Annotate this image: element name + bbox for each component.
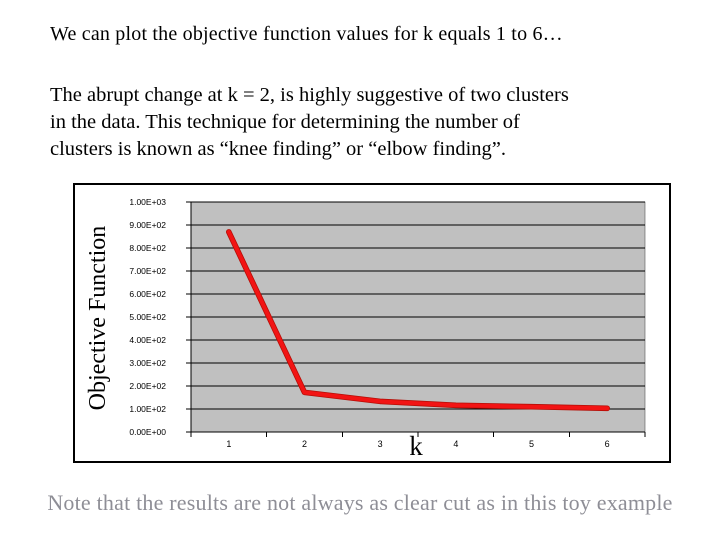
slide-title: We can plot the objective function value…: [50, 23, 563, 45]
x-axis-title: k: [409, 431, 423, 461]
y-tick-label: 5.00E+02: [129, 312, 166, 322]
x-tick-label: 4: [453, 439, 459, 449]
x-tick-label: 6: [604, 439, 610, 449]
objective-function-chart: 1.00E+03 9.00E+02 8.00E+02 7.00E+02 6.00E+02…: [73, 183, 671, 463]
y-tick-label: 8.00E+02: [129, 243, 166, 253]
y-tick-label: 9.00E+02: [129, 220, 166, 230]
y-tick-label: 1.00E+03: [129, 197, 166, 207]
body-line-2: in the data. This technique for determin…: [50, 111, 520, 133]
slide-footnote: Note that the results are not always as …: [47, 490, 673, 515]
y-tick-label: 6.00E+02: [129, 289, 166, 299]
y-tick-label: 1.00E+02: [129, 404, 166, 414]
y-tick-label: 0.00E+00: [129, 427, 166, 437]
y-tick-label: 7.00E+02: [129, 266, 166, 276]
x-tick-label: 3: [377, 439, 383, 449]
body-line-1: The abrupt change at k = 2, is highly su…: [50, 84, 569, 106]
chart-inner: 1.00E+03 9.00E+02 8.00E+02 7.00E+02 6.00E+02…: [75, 185, 669, 461]
chart-svg: [186, 201, 646, 437]
y-tick-label: 3.00E+02: [129, 358, 166, 368]
y-tick-label: 2.00E+02: [129, 381, 166, 391]
slide-body: The abrupt change at k = 2, is highly su…: [50, 82, 690, 163]
y-axis-title: Objective Function: [85, 225, 111, 411]
x-tick-label: 1: [226, 439, 232, 449]
body-line-3: clusters is known as “knee finding” or “…: [50, 138, 507, 160]
x-tick-label: 2: [301, 439, 307, 449]
y-tick-label: 4.00E+02: [129, 335, 166, 345]
series-line: [226, 229, 610, 411]
x-tick-label: 5: [528, 439, 534, 449]
